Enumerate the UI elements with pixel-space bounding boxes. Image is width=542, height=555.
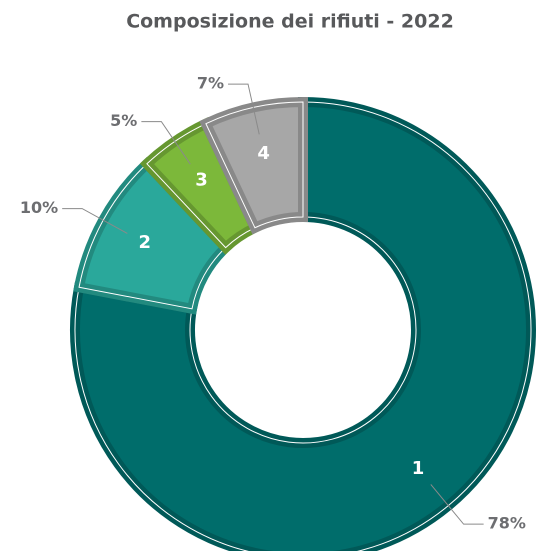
leader-line — [141, 121, 191, 165]
slice-separator — [205, 101, 304, 229]
value-label: 7% — [197, 74, 224, 93]
slice-label: 1 — [412, 458, 425, 479]
slice-separator — [74, 101, 532, 555]
value-label: 10% — [20, 198, 58, 217]
slice-label: 3 — [195, 170, 208, 191]
leader-line — [430, 484, 484, 525]
value-label: 5% — [110, 111, 137, 130]
leader-line — [62, 208, 128, 234]
slice-label: 2 — [139, 232, 152, 253]
chart-title: Composizione dei rifiuti - 2022 — [126, 11, 454, 33]
value-label: 78% — [488, 514, 526, 533]
leader-line — [228, 83, 260, 135]
slice-label: 4 — [257, 143, 270, 164]
